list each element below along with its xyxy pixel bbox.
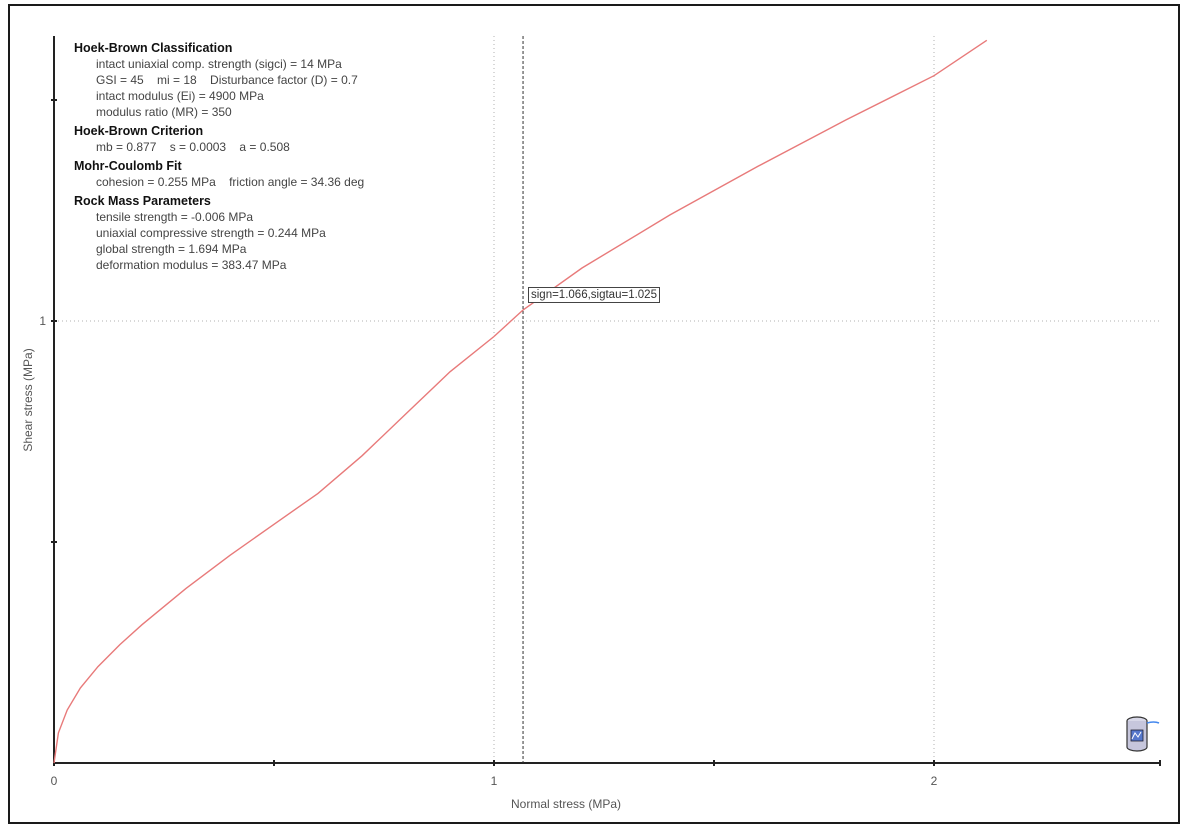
info-line: global strength = 1.694 MPa: [96, 242, 247, 256]
cursor-readout-label: sign=1.066,sigtau=1.025: [528, 287, 660, 303]
section-classification: Hoek-Brown Classification intact uniaxia…: [74, 40, 364, 120]
x-tick-label: 2: [931, 774, 938, 788]
section-heading: Mohr-Coulomb Fit: [74, 159, 182, 173]
parameters-panel: Hoek-Brown Classification intact uniaxia…: [74, 40, 364, 273]
x-tick-label: 1: [491, 774, 498, 788]
section-rock-mass: Rock Mass Parameters tensile strength = …: [74, 193, 364, 273]
info-line: intact uniaxial comp. strength (sigci) =…: [96, 57, 342, 71]
info-line: tensile strength = -0.006 MPa: [96, 210, 254, 224]
info-line: cohesion = 0.255 MPa friction angle = 34…: [96, 175, 365, 189]
info-line: GSI = 45 mi = 18 Disturbance factor (D) …: [96, 73, 358, 87]
x-tick-label: 0: [51, 774, 58, 788]
info-line: mb = 0.877 s = 0.0003 a = 0.508: [96, 140, 290, 154]
info-line: deformation modulus = 383.47 MPa: [96, 258, 287, 272]
section-criterion: Hoek-Brown Criterion mb = 0.877 s = 0.00…: [74, 123, 364, 155]
info-line: modulus ratio (MR) = 350: [96, 105, 232, 119]
section-heading: Hoek-Brown Classification: [74, 41, 233, 55]
database-cylinder-icon[interactable]: [1124, 714, 1160, 756]
chart-frame: [8, 4, 1180, 824]
section-heading: Rock Mass Parameters: [74, 194, 211, 208]
y-tick-label: 1: [39, 314, 46, 328]
y-axis-label: Shear stress (MPa): [21, 348, 35, 451]
info-line: intact modulus (Ei) = 4900 MPa: [96, 89, 264, 103]
x-axis-label: Normal stress (MPa): [511, 797, 621, 811]
failure-envelope-line: [53, 39, 988, 764]
section-heading: Hoek-Brown Criterion: [74, 124, 204, 138]
section-mohr-coulomb: Mohr-Coulomb Fit cohesion = 0.255 MPa fr…: [74, 158, 364, 190]
info-line: uniaxial compressive strength = 0.244 MP…: [96, 226, 326, 240]
